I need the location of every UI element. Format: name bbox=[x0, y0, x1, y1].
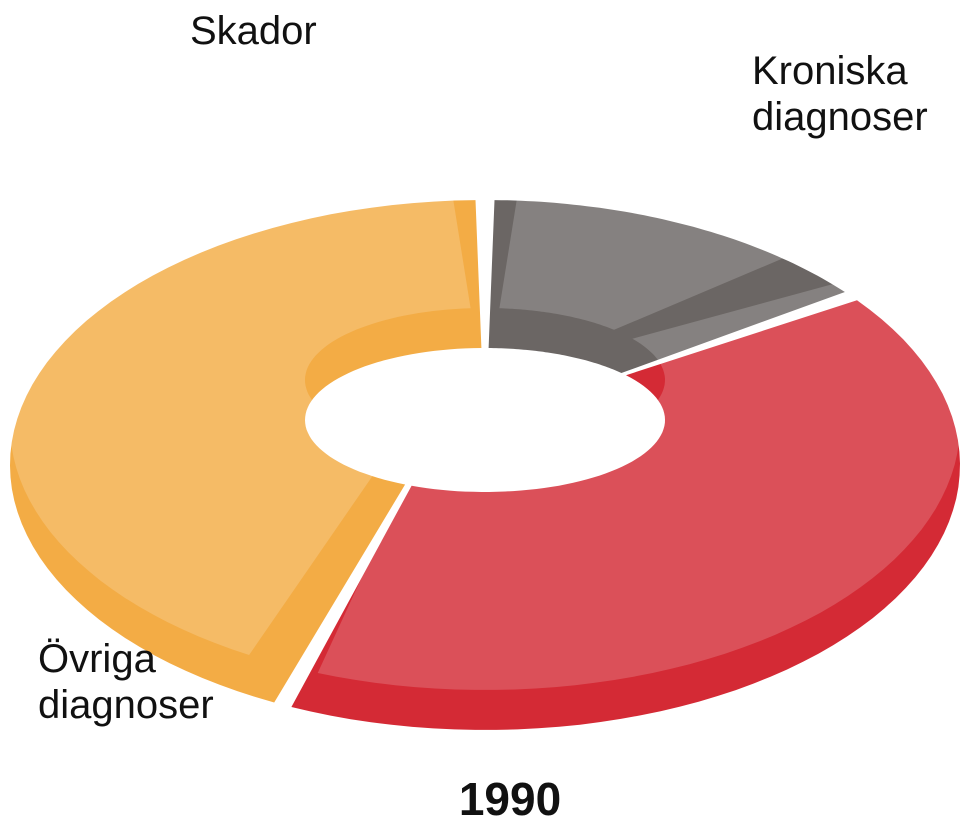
chart-title: 1990 bbox=[0, 772, 971, 824]
segment-label: Kroniska diagnoser bbox=[752, 48, 957, 140]
chart: Skador Kroniska diagnoser Övriga diagnos… bbox=[0, 0, 971, 824]
segment-label: Övriga diagnoser bbox=[38, 636, 248, 728]
segment-label: Skador bbox=[190, 8, 390, 54]
